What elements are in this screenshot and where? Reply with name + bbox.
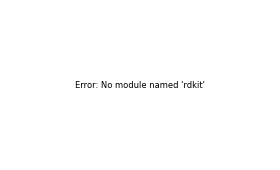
Text: Error: No module named 'rdkit': Error: No module named 'rdkit' [75,81,205,89]
